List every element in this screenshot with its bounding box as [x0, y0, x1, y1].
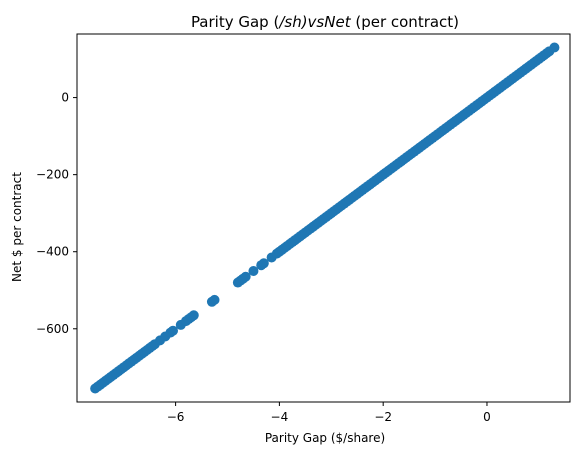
scatter-points [90, 42, 560, 394]
chart-title: Parity Gap (/sh)vsNet (per contract) [191, 13, 459, 31]
data-point [209, 294, 220, 305]
data-point [240, 271, 251, 282]
data-point [168, 325, 179, 336]
plot-area-frame [76, 33, 571, 403]
data-point [188, 310, 199, 321]
y-axis-label: Net $ per contract [10, 172, 24, 282]
x-tick-label: −2 [374, 410, 392, 424]
x-tick-label: 0 [483, 410, 491, 424]
y-tick-label: −600 [36, 322, 69, 336]
x-tick-label: −4 [271, 410, 289, 424]
data-point [258, 258, 269, 269]
x-axis-ticks: −6 −4 −2 0 [167, 402, 491, 424]
chart-title-part-2: /sh)vsNet [277, 13, 351, 31]
chart-title-part-3: (per contract) [351, 13, 459, 31]
y-axis-ticks: −600 −400 −200 0 [36, 91, 77, 336]
data-point [549, 42, 560, 53]
x-axis-label: Parity Gap ($/share) [265, 431, 385, 445]
y-tick-label: −400 [36, 245, 69, 259]
y-tick-label: 0 [61, 91, 69, 105]
x-tick-label: −6 [167, 410, 185, 424]
data-point [248, 265, 259, 276]
chart-title-part-1: Parity Gap ( [191, 13, 279, 31]
y-tick-label: −200 [36, 168, 69, 182]
